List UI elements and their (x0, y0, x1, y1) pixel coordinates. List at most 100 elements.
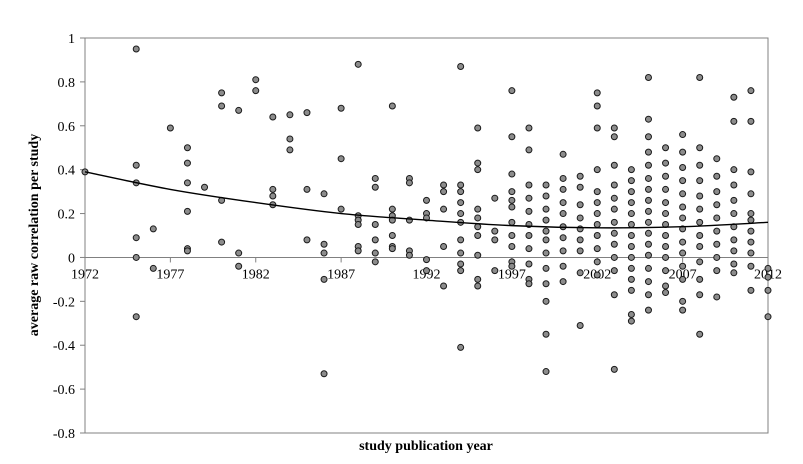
data-point (679, 214, 687, 222)
data-point (696, 291, 704, 299)
data-point (593, 221, 601, 229)
data-point (627, 199, 635, 207)
data-point (559, 150, 567, 158)
data-point (542, 192, 550, 200)
data-point (679, 262, 687, 270)
data-point (679, 275, 687, 283)
data-point (235, 262, 243, 270)
data-point (662, 289, 670, 297)
data-point (320, 190, 328, 198)
data-point (730, 210, 738, 218)
data-point (132, 45, 140, 53)
data-point (644, 133, 652, 141)
data-point (696, 144, 704, 152)
data-point (388, 205, 396, 213)
data-point (559, 262, 567, 270)
data-point (644, 185, 652, 193)
data-point (542, 216, 550, 224)
data-point (320, 249, 328, 257)
data-point (662, 267, 670, 275)
data-point (371, 183, 379, 191)
data-point (337, 104, 345, 112)
data-point (218, 238, 226, 246)
data-point (679, 148, 687, 156)
data-point (593, 188, 601, 196)
data-point (423, 196, 430, 204)
data-point (559, 278, 567, 286)
data-point (627, 264, 635, 272)
data-point (730, 93, 738, 101)
data-point (371, 258, 379, 266)
data-point (132, 161, 140, 169)
data-point (303, 109, 311, 117)
data-point (644, 240, 652, 248)
data-point (644, 74, 652, 81)
data-point (610, 253, 618, 261)
data-point (610, 229, 618, 237)
data-point (542, 236, 550, 244)
data-point (747, 227, 755, 235)
data-point (764, 273, 772, 281)
data-point (235, 249, 243, 257)
data-point (457, 181, 465, 189)
data-point (525, 280, 533, 288)
data-point (542, 205, 550, 213)
data-point (508, 232, 516, 239)
x-tick-label: 1972 (71, 267, 99, 282)
data-point (730, 117, 738, 125)
data-point (696, 192, 704, 200)
data-point (730, 196, 738, 204)
data-point (457, 267, 465, 275)
data-point (662, 144, 670, 152)
data-point (662, 199, 670, 207)
data-point (525, 207, 533, 215)
data-point (627, 286, 635, 294)
data-point (644, 264, 652, 272)
data-point (286, 111, 294, 119)
data-point (235, 106, 243, 114)
data-point (747, 190, 755, 198)
data-point (388, 232, 396, 239)
data-point (610, 161, 618, 169)
data-point (576, 247, 584, 255)
data-point (491, 236, 499, 244)
data-point (474, 223, 482, 231)
data-point (576, 183, 584, 191)
data-point (542, 181, 550, 189)
data-point (696, 205, 704, 213)
data-point (764, 264, 772, 272)
x-tick-label: 1992 (413, 267, 441, 282)
data-point (610, 181, 618, 189)
data-point (644, 174, 652, 182)
data-point (696, 275, 704, 283)
data-point (696, 232, 704, 239)
data-point (610, 218, 618, 226)
data-point (252, 76, 260, 84)
data-point (320, 370, 328, 378)
data-point (286, 135, 294, 143)
data-point (713, 293, 721, 301)
data-point (559, 234, 567, 242)
data-point (474, 275, 482, 283)
data-point (747, 216, 755, 224)
data-point (679, 203, 687, 211)
data-point (542, 227, 550, 235)
data-point (644, 148, 652, 156)
data-point (474, 251, 482, 259)
data-point (474, 159, 482, 167)
data-point (747, 262, 755, 270)
data-point (593, 102, 601, 110)
data-point (525, 124, 533, 132)
data-point (593, 199, 601, 207)
data-point (610, 240, 618, 248)
data-point (508, 87, 516, 95)
data-point (610, 365, 618, 373)
data-point (713, 240, 721, 248)
data-point (747, 238, 755, 246)
data-point (474, 166, 482, 174)
x-tick-label: 1977 (156, 267, 184, 282)
data-point (576, 172, 584, 180)
data-point (644, 218, 652, 226)
data-point (269, 113, 277, 121)
data-point (662, 232, 670, 239)
